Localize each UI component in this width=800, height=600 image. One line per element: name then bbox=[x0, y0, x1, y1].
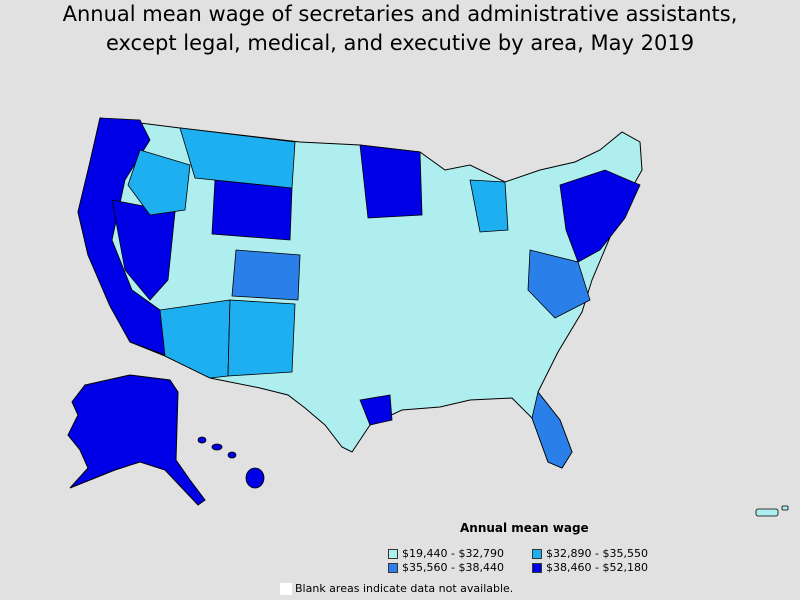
legend-label: $35,560 - $38,440 bbox=[402, 561, 504, 574]
colorado-region bbox=[231, 249, 301, 301]
legend-item-class-3: $35,560 - $38,440 bbox=[388, 561, 504, 574]
puerto-rico-region bbox=[755, 505, 789, 517]
legend-swatch bbox=[532, 562, 542, 573]
legend-label: $38,460 - $52,180 bbox=[546, 561, 648, 574]
idaho-oregon-region bbox=[127, 149, 191, 216]
legend-item-class-4: $38,460 - $52,180 bbox=[532, 561, 648, 574]
florida-region bbox=[531, 391, 573, 469]
legend-swatch bbox=[532, 548, 542, 559]
legend-item-class-1: $19,440 - $32,790 bbox=[388, 547, 504, 560]
legend-item-class-2: $32,890 - $35,550 bbox=[532, 547, 648, 560]
minnesota-region bbox=[359, 144, 423, 219]
legend-label: $19,440 - $32,790 bbox=[402, 547, 504, 560]
map-title: Annual mean wage of secretaries and admi… bbox=[0, 0, 800, 58]
arizona-region bbox=[159, 299, 231, 379]
mid-atlantic-region bbox=[527, 249, 591, 319]
legend-swatch bbox=[388, 562, 398, 573]
blank-swatch bbox=[280, 582, 292, 595]
texas-east-region bbox=[359, 394, 393, 426]
blank-note-text: Blank areas indicate data not available. bbox=[295, 582, 514, 595]
blank-areas-note: Blank areas indicate data not available. bbox=[280, 582, 513, 595]
legend-title: Annual mean wage bbox=[460, 521, 589, 535]
michigan-region bbox=[469, 179, 509, 233]
hawaii-region bbox=[197, 436, 265, 489]
alaska-region bbox=[67, 374, 206, 506]
map-title-line-2: except legal, medical, and executive by … bbox=[105, 31, 695, 55]
wyoming-region bbox=[211, 179, 293, 241]
new-mexico-region bbox=[227, 299, 296, 377]
map-title-line-1: Annual mean wage of secretaries and admi… bbox=[62, 2, 738, 26]
northeast-region bbox=[559, 169, 641, 263]
legend-label: $32,890 - $35,550 bbox=[546, 547, 648, 560]
legend-swatch bbox=[388, 548, 398, 559]
montana-region bbox=[179, 127, 296, 189]
